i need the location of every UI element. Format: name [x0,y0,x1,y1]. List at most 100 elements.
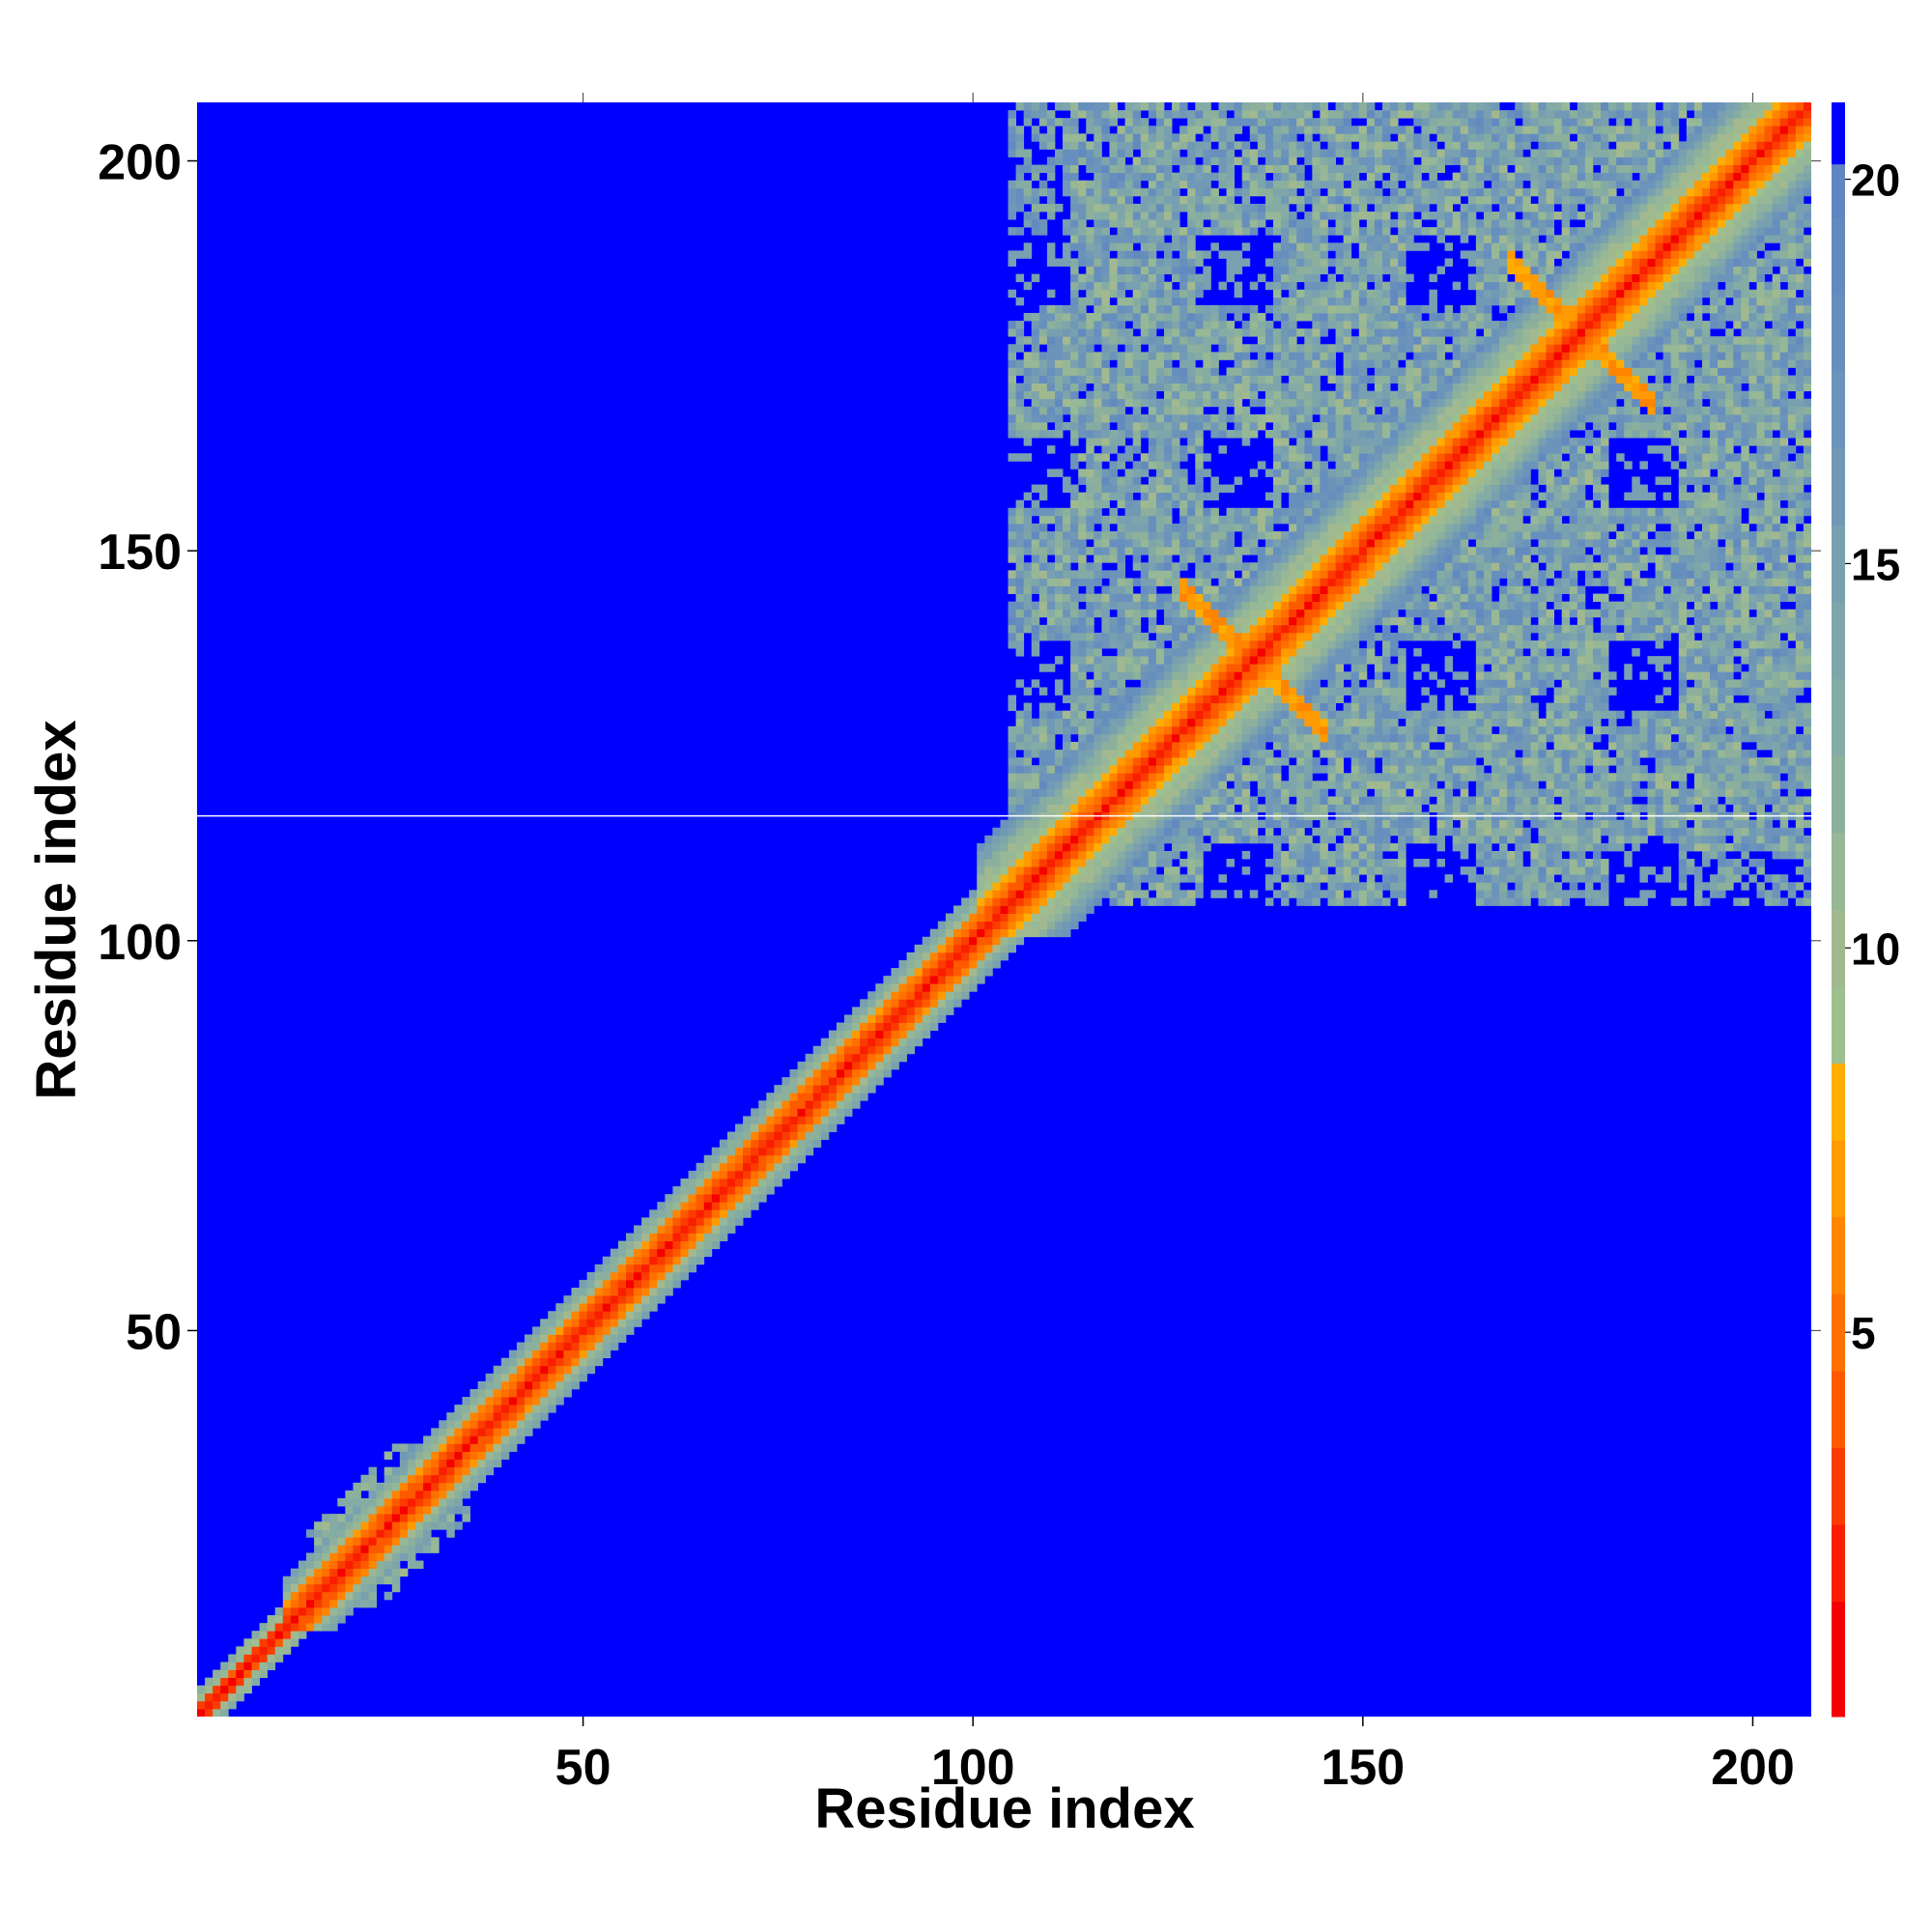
heatmap-cell [1289,156,1297,165]
heatmap-cell [1124,710,1134,720]
heatmap-cell [1203,585,1211,594]
heatmap-cell [1046,601,1056,611]
heatmap-cell [298,1623,307,1632]
heatmap-cell [1163,773,1173,781]
heatmap-cell [1264,578,1274,586]
heatmap-cell [1241,227,1251,236]
heatmap-cell [423,1459,432,1468]
heatmap-cell [462,1451,470,1461]
heatmap-cell [1195,750,1204,758]
heatmap-cell [1179,835,1188,844]
heatmap-cell [1304,842,1313,852]
heatmap-cell [1078,609,1087,618]
heatmap-cell [1078,507,1087,517]
heatmap-cell [1140,874,1150,883]
heatmap-cell [1117,212,1126,220]
heatmap-cell [1163,656,1173,665]
heatmap-cell [828,1068,838,1078]
heatmap-cell [1241,352,1251,360]
heatmap-cell [1187,375,1196,384]
heatmap-cell [259,1669,269,1679]
heatmap-cell [1172,850,1180,860]
heatmap-cell [680,1209,689,1218]
heatmap-cell [1140,484,1150,494]
heatmap-cell [1203,547,1211,555]
heatmap-cell [1023,367,1033,376]
heatmap-cell [844,1085,853,1094]
heatmap-cell [1054,375,1064,384]
heatmap-cell [1132,624,1142,634]
heatmap-cell [703,1170,713,1179]
heatmap-cell [1226,203,1236,213]
heatmap-cell [1046,781,1056,789]
heatmap-cell [1140,687,1150,696]
heatmap-cell [1210,741,1219,751]
heatmap-cell [290,1568,299,1577]
heatmap-cell [1172,695,1180,703]
heatmap-cell [1203,195,1211,205]
heatmap-cell [1327,624,1336,634]
heatmap-cell [781,1154,790,1164]
heatmap-cell [1101,842,1110,852]
heatmap-cell [1210,765,1219,774]
heatmap-cell [1117,702,1126,712]
heatmap-cell [1148,484,1157,494]
heatmap-cell [977,968,985,977]
heatmap-cell [1289,195,1297,205]
heatmap-cell [1031,562,1040,571]
heatmap-cell [1008,289,1017,298]
heatmap-cell [1094,250,1102,259]
heatmap-cell [1140,773,1150,781]
heatmap-cell [1195,430,1204,439]
heatmap-cell [1273,359,1282,368]
heatmap-cell [1296,882,1305,891]
heatmap-cell [1078,702,1087,712]
heatmap-cell [485,1451,495,1461]
heatmap-cell [1086,118,1094,127]
heatmap-cell [1054,750,1064,758]
heatmap-cell [1187,406,1196,415]
heatmap-cell [1063,562,1071,571]
heatmap-cell [1187,413,1196,423]
heatmap-cell [1086,484,1094,494]
heatmap-cell [937,983,947,992]
heatmap-cell [1179,601,1188,611]
heatmap-cell [1117,126,1126,134]
heatmap-cell [852,1045,861,1055]
heatmap-cell [1273,421,1282,431]
heatmap-cell [1226,835,1236,844]
heatmap-cell [1023,718,1033,727]
heatmap-cell [711,1154,721,1164]
heatmap-cell [688,1217,697,1226]
heatmap-cell [1234,578,1243,586]
heatmap-cell [525,1357,533,1367]
heatmap-cell [1078,890,1087,898]
heatmap-cell [571,1311,580,1320]
heatmap-cell [1148,367,1157,376]
heatmap-cell [1109,469,1118,477]
heatmap-cell [1124,827,1134,837]
heatmap-cell [1094,515,1102,525]
heatmap-cell [1008,507,1017,517]
heatmap-cell [1132,102,1142,111]
heatmap-cell [1063,921,1071,930]
heatmap-cell [1195,438,1204,446]
heatmap-cell [992,936,1001,946]
heatmap-cell [516,1397,526,1406]
heatmap-cell [1304,445,1313,454]
heatmap-cell [251,1654,260,1662]
heatmap-cell [1038,227,1048,236]
heatmap-cell [1296,242,1305,251]
heatmap-cell [1273,640,1282,649]
heatmap-cell [1249,671,1259,680]
heatmap-cell [1124,788,1134,797]
heatmap-cell [1124,110,1134,119]
heatmap-cell [1187,850,1196,860]
heatmap-cell [1226,757,1236,766]
heatmap-cell [1124,118,1134,127]
heatmap-cell [1101,515,1110,525]
heatmap-cell [1172,492,1180,501]
heatmap-cell [423,1451,432,1461]
heatmap-cell [875,1037,884,1047]
heatmap-cell [641,1264,650,1273]
